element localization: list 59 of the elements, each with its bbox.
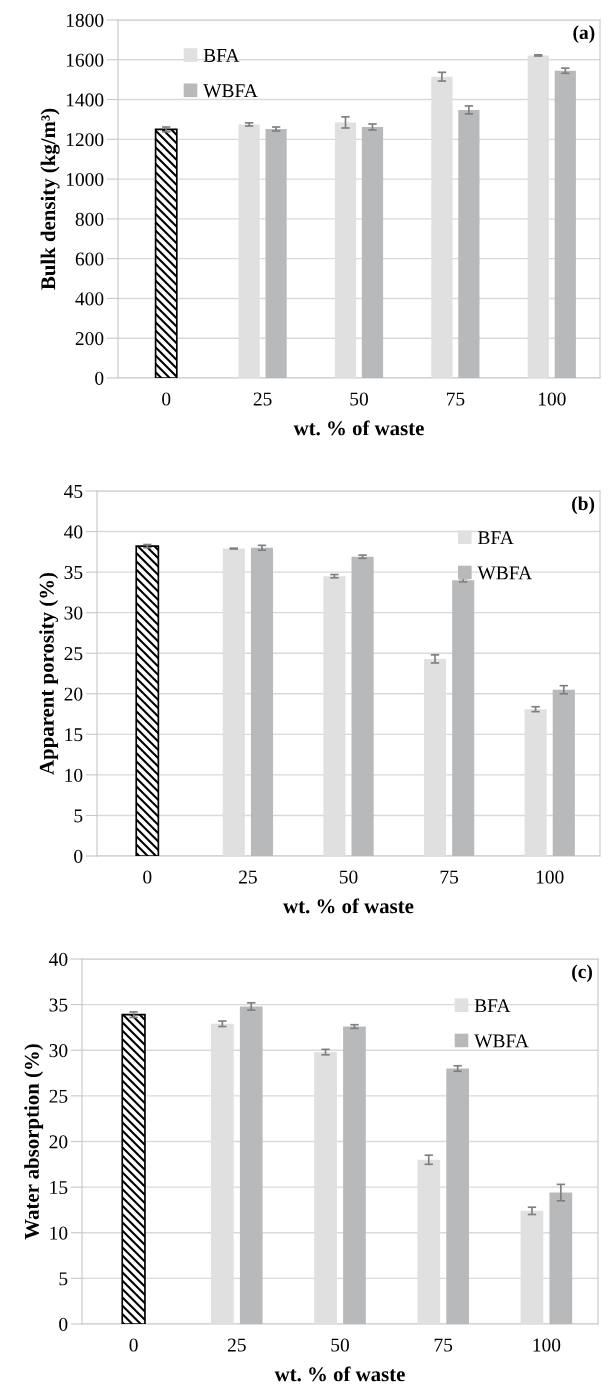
legend-label: BFA — [203, 49, 240, 62]
y-tick-label: 25 — [64, 647, 83, 661]
y-tick-label: 20 — [49, 1135, 68, 1149]
x-tick-label: 25 — [227, 1338, 246, 1352]
x-tick-label: 25 — [239, 870, 257, 884]
y-tick-label: 40 — [49, 952, 68, 966]
legend-label: BFA — [474, 999, 511, 1013]
x-axis-title: wt. % of waste — [283, 898, 414, 914]
y-tick-label: 1200 — [66, 133, 104, 147]
x-tick-label: 75 — [440, 870, 459, 884]
y-tick-label: 25 — [49, 1089, 68, 1103]
x-tick-label: 0 — [143, 870, 152, 884]
x-axis-title: wt. % of waste — [293, 420, 424, 436]
x-tick-label: 25 — [253, 392, 272, 406]
y-tick-label: 10 — [50, 1226, 68, 1240]
x-tick-label: 50 — [350, 392, 368, 406]
y-tick-label: 20 — [64, 687, 83, 701]
x-tick-label: 100 — [536, 870, 564, 884]
legend-label: WBFA — [203, 84, 258, 98]
y-tick-label: 30 — [49, 1044, 68, 1058]
x-axis-title: wt. % of waste — [274, 1366, 405, 1382]
x-tick-label: 50 — [331, 1338, 349, 1352]
y-tick-label: 10 — [65, 768, 83, 782]
x-tick-label: 75 — [434, 1338, 453, 1352]
x-tick-label: 0 — [162, 392, 171, 406]
y-tick-label: 0 — [74, 849, 83, 863]
x-tick-label: 75 — [446, 392, 465, 406]
y-axis-title: Water absorption (%) — [24, 1044, 44, 1240]
annotation: (c) — [572, 964, 592, 983]
annotation: (b) — [572, 496, 595, 515]
x-tick-label: 100 — [533, 1338, 561, 1352]
y-tick-label: 35 — [49, 998, 68, 1012]
legend-label: BFA — [478, 531, 514, 545]
y-tick-label: 45 — [64, 484, 83, 498]
x-tick-label: 100 — [538, 392, 566, 406]
y-tick-label: 1600 — [66, 53, 104, 67]
y-tick-label: 200 — [75, 332, 104, 346]
y-tick-label: 15 — [65, 728, 83, 742]
legend-label: WBFA — [477, 566, 533, 580]
x-tick-label: 50 — [339, 870, 358, 884]
y-tick-label: 1400 — [66, 93, 104, 107]
y-tick-label: 30 — [64, 606, 83, 620]
legend-label: WBFA — [474, 1034, 529, 1048]
y-tick-label: 400 — [75, 292, 104, 306]
annotation: (a) — [573, 25, 595, 43]
y-tick-label: 0 — [59, 1317, 68, 1331]
y-axis-title: Apparent porosity (%) — [39, 572, 59, 775]
y-tick-label: 1800 — [66, 13, 104, 27]
y-tick-label: 35 — [64, 565, 83, 580]
y-tick-label: 15 — [50, 1181, 68, 1195]
y-tick-label: 800 — [75, 212, 104, 226]
y-tick-label: 1000 — [66, 172, 104, 187]
y-tick-label: 5 — [74, 809, 83, 823]
y-tick-label: 600 — [75, 252, 104, 266]
y-tick-label: 40 — [64, 525, 83, 539]
y-tick-label: 0 — [95, 371, 104, 385]
y-tick-label: 5 — [59, 1272, 68, 1286]
y-axis-title: Bulk density (kg/m³) — [40, 108, 60, 290]
x-tick-label: 0 — [129, 1338, 138, 1352]
